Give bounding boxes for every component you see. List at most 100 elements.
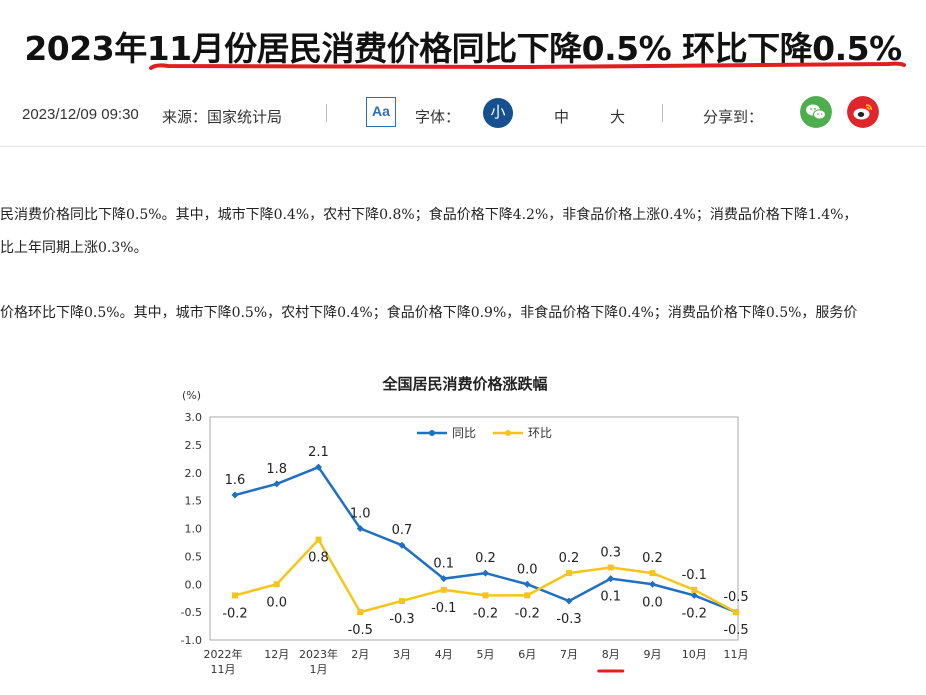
data-point-mom (232, 592, 238, 599)
x-tick-label: 7月 (560, 648, 578, 661)
legend-marker-mom (505, 430, 511, 436)
x-tick-label: 10月 (682, 648, 707, 661)
legend-label-yoy: 同比 (452, 426, 476, 440)
data-point-mom (315, 536, 322, 543)
y-tick-label: -1.0 (181, 634, 202, 647)
data-label-mom: 0.3 (600, 546, 621, 561)
data-point-mom (733, 609, 739, 616)
chart-legend: 同比 环比 (417, 426, 552, 440)
y-tick-label: 0.0 (185, 578, 203, 591)
font-size-large-button[interactable]: 大 (610, 109, 626, 126)
weibo-share-icon[interactable] (847, 96, 879, 128)
y-tick-label: -0.5 (181, 606, 202, 619)
data-label-yoy: 0.1 (600, 590, 621, 605)
data-point-mom (566, 570, 572, 577)
series-line-yoy (234, 465, 737, 614)
data-point-mom (649, 570, 656, 577)
x-tick-label: 2月 (351, 648, 369, 661)
data-point-yoy (440, 575, 448, 583)
x-tick-label: 5月 (477, 648, 495, 661)
section-divider (0, 146, 926, 147)
data-label-mom: -0.2 (473, 606, 498, 621)
x-tick-label: 8月 (602, 648, 620, 661)
data-label-yoy: -0.3 (556, 612, 581, 627)
x-tick-label: 1月 (310, 663, 328, 676)
data-label-yoy: 0.7 (392, 523, 413, 538)
x-tick-label: 11月 (724, 648, 749, 661)
publish-datetime: 2023/12/09 09:30 (22, 106, 139, 123)
x-tick-label: 6月 (518, 648, 536, 661)
data-point-yoy (482, 569, 489, 577)
data-label-yoy: 0.0 (517, 562, 538, 577)
data-label-yoy: -0.2 (682, 606, 707, 621)
data-label-mom: -0.2 (222, 606, 247, 621)
data-label-mom: -0.5 (723, 623, 748, 638)
data-point-yoy (690, 591, 698, 599)
plot-area-frame (209, 416, 739, 641)
data-point-yoy (231, 491, 239, 499)
data-label-mom: 0.2 (559, 551, 580, 566)
data-point-mom (482, 592, 489, 599)
x-tick-label: 3月 (393, 648, 411, 661)
title-highlight-underline (149, 61, 906, 70)
data-label-yoy: 1.6 (225, 473, 246, 488)
font-size-icon: Aa (366, 97, 396, 127)
font-size-small-button[interactable]: 小 (483, 98, 513, 128)
data-label-mom: 0.2 (642, 551, 663, 566)
legend-label-mom: 环比 (528, 426, 552, 440)
data-label-yoy: 0.1 (433, 557, 454, 572)
chart-title: 全国居民消费价格涨跌幅 (381, 375, 547, 393)
x-tick-label: 4月 (435, 648, 453, 661)
meta-divider (662, 104, 663, 122)
share-label: 分享到： (703, 109, 764, 126)
data-label-yoy: 0.2 (475, 551, 496, 566)
y-tick-label: 3.0 (185, 411, 203, 424)
data-point-mom (440, 586, 447, 593)
data-label-mom: -0.1 (431, 601, 456, 616)
x-tick-label: 9月 (644, 648, 662, 661)
font-size-medium-button[interactable]: 中 (554, 109, 570, 126)
cpi-line-chart: 全国居民消费价格涨跌幅 (%) 同比 环比 3.0 2.5 2.0 1.5 1.0 0.5… (181, 375, 749, 676)
data-point-yoy (356, 525, 364, 532)
x-tick-label: 2023年 (299, 647, 338, 661)
data-point-mom (399, 597, 405, 604)
article-title: 2023年11月份居民消费价格同比下降0.5% 环比下降0.5% (24, 29, 902, 68)
x-tick-label: 12月 (264, 648, 289, 661)
data-point-yoy (273, 480, 281, 488)
article-paragraph: 价格环比下降0.5%。其中，城市下降0.5%，农村下降0.4%；食品价格下降0.… (0, 305, 858, 321)
data-point-yoy (398, 541, 406, 549)
data-point-mom (273, 581, 280, 588)
meta-divider (326, 104, 327, 122)
data-label-mom: 0.0 (266, 595, 287, 610)
article-source: 来源：国家统计局 (162, 109, 283, 126)
data-point-yoy (649, 580, 656, 588)
data-label-yoy: 0.0 (642, 595, 663, 610)
wechat-share-icon[interactable] (800, 96, 832, 128)
x-tick-label: 11月 (211, 663, 236, 676)
data-label-mom: -0.5 (348, 623, 373, 638)
x-tick-label: 2022年 (204, 647, 243, 661)
article-paragraph: 比上年同期上涨0.3%。 (0, 240, 148, 256)
data-label-mom: 0.8 (308, 551, 329, 566)
data-label-yoy: -0.5 (723, 590, 748, 605)
y-tick-label: 2.5 (185, 439, 203, 452)
data-label-mom: -0.3 (389, 612, 414, 627)
data-label-mom: -0.1 (682, 568, 707, 583)
data-point-yoy (523, 580, 531, 588)
y-tick-label: 2.0 (185, 467, 203, 480)
data-point-yoy (607, 575, 615, 583)
data-point-mom (607, 564, 614, 571)
data-label-yoy: 1.8 (266, 462, 287, 477)
data-label-yoy: 2.1 (308, 445, 329, 460)
data-point-mom (357, 609, 364, 616)
legend-marker-yoy (429, 430, 435, 436)
data-label-mom: -0.2 (515, 606, 540, 621)
data-point-mom (524, 592, 531, 599)
data-point-yoy (315, 463, 322, 471)
font-size-label: 字体： (415, 109, 461, 126)
data-point-mom (691, 586, 698, 593)
y-tick-label: 1.5 (185, 495, 203, 508)
article-paragraph: 民消费价格同比下降0.5%。其中，城市下降0.4%，农村下降0.8%；食品价格下… (0, 207, 858, 223)
article-meta-bar: 2023/12/09 09:30 来源：国家统计局 Aa 字体： 小 中 大 分… (0, 96, 926, 136)
y-axis-unit-label: (%) (182, 389, 201, 402)
